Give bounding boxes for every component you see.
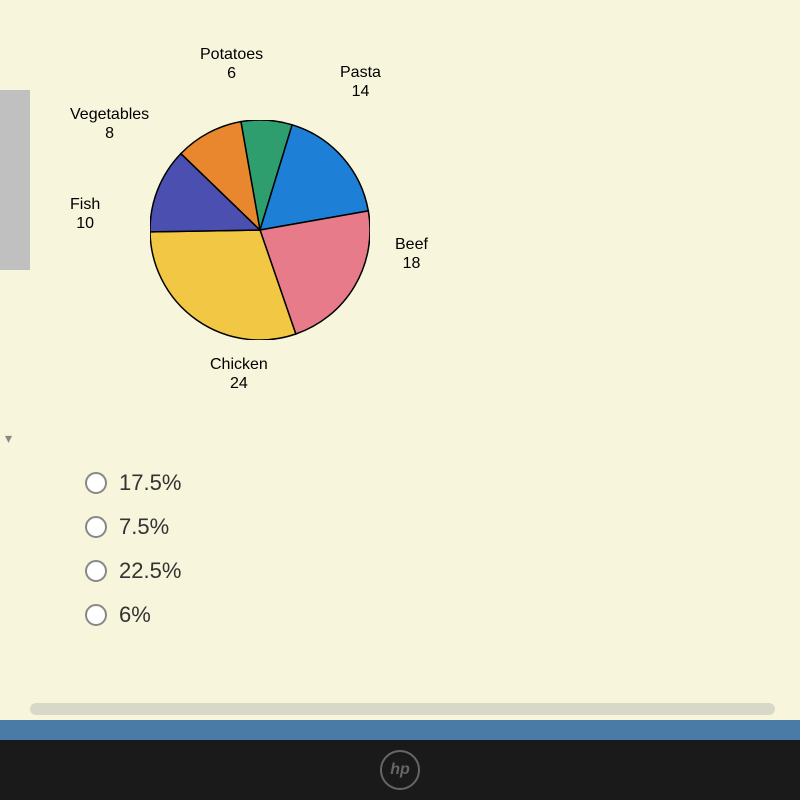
horizontal-scrollbar[interactable] [30,703,775,715]
left-sidebar-fragment [0,90,30,270]
label-potatoes-name: Potatoes [200,46,263,63]
label-chicken-name: Chicken [210,356,268,373]
answer-option-2-label: 22.5% [119,558,181,584]
label-potatoes-value: 6 [227,65,236,82]
radio-icon[interactable] [85,604,107,626]
label-pasta-value: 14 [352,83,370,100]
answer-option-0-label: 17.5% [119,470,181,496]
scroll-arrow-left-icon[interactable]: ▾ [5,430,12,447]
pie-chart [150,120,370,340]
hp-logo-icon: hp [380,750,420,790]
answer-option-1[interactable]: 7.5% [85,514,181,540]
label-chicken-value: 24 [230,375,248,392]
radio-icon[interactable] [85,516,107,538]
label-beef-value: 18 [403,255,421,272]
answer-options-group: 17.5% 7.5% 22.5% 6% [85,470,181,646]
radio-icon[interactable] [85,472,107,494]
pie-chart-container: Potatoes 6 Pasta 14 Beef 18 Chicken 24 F… [70,45,470,445]
label-pasta-name: Pasta [340,64,381,81]
taskbar-fragment [0,720,800,740]
label-fish-name: Fish [70,196,100,213]
laptop-bezel: hp [0,740,800,800]
label-beef: Beef 18 [395,235,428,273]
label-fish: Fish 10 [70,195,100,233]
hp-logo-text: hp [390,761,410,779]
label-chicken: Chicken 24 [210,355,268,393]
label-fish-value: 10 [76,215,94,232]
label-beef-name: Beef [395,236,428,253]
answer-option-2[interactable]: 22.5% [85,558,181,584]
answer-option-3-label: 6% [119,602,151,628]
label-vegetables: Vegetables 8 [70,105,149,143]
label-pasta: Pasta 14 [340,63,381,101]
label-vegetables-value: 8 [105,125,114,142]
answer-option-1-label: 7.5% [119,514,169,540]
radio-icon[interactable] [85,560,107,582]
answer-option-3[interactable]: 6% [85,602,181,628]
label-potatoes: Potatoes 6 [200,45,263,83]
quiz-screen: ▾ Potatoes 6 Pasta 14 Beef 18 Chicken 24… [0,0,800,740]
label-vegetables-name: Vegetables [70,106,149,123]
answer-option-0[interactable]: 17.5% [85,470,181,496]
